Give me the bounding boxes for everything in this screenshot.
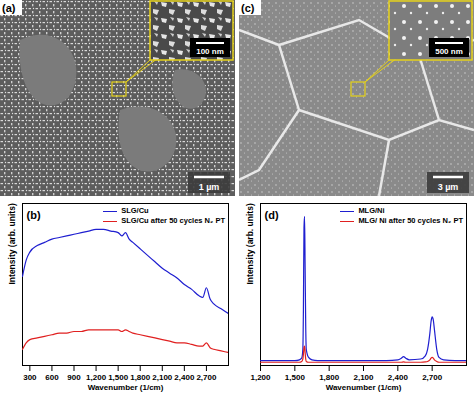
- svg-text:2,100: 2,100: [353, 373, 374, 382]
- svg-text:2,400: 2,400: [174, 373, 195, 382]
- html-text:SLG/Cu after 50 cycles N₂ PT: SLG/Cu after 50 cycles N₂ PT: [121, 216, 225, 225]
- svg-text:(d): (d): [265, 209, 279, 221]
- svg-text:Intensity (arb. units): Intensity (arb. units): [7, 203, 17, 284]
- svg-text:1,800: 1,800: [130, 373, 151, 382]
- svg-text:Intensity (arb. units): Intensity (arb. units): [245, 203, 255, 284]
- svg-text:(a): (a): [2, 2, 16, 14]
- html-text:MLG/Ni: MLG/Ni: [358, 206, 385, 215]
- svg-text:900: 900: [67, 373, 81, 382]
- svg-text:500 nm: 500 nm: [435, 47, 463, 56]
- svg-text:2,700: 2,700: [196, 373, 217, 382]
- svg-text:1,500: 1,500: [285, 373, 306, 382]
- svg-text:2,700: 2,700: [422, 373, 443, 382]
- svg-text:1,500: 1,500: [108, 373, 129, 382]
- svg-text:Wavenumber (1/cm): Wavenumber (1/cm): [326, 383, 402, 392]
- html-text:SLG/Cu: SLG/Cu: [121, 206, 149, 215]
- svg-text:1 µm: 1 µm: [199, 182, 220, 192]
- svg-text:100 nm: 100 nm: [196, 47, 224, 56]
- svg-text:Wavenumber (1/cm): Wavenumber (1/cm): [88, 383, 164, 392]
- svg-text:600: 600: [45, 373, 59, 382]
- svg-text:(c): (c): [241, 2, 255, 14]
- svg-text:2,400: 2,400: [388, 373, 409, 382]
- svg-text:1,800: 1,800: [319, 373, 340, 382]
- svg-text:1,200: 1,200: [86, 373, 107, 382]
- html-text:MLG/ Ni after 50 cycles N₂ PT: MLG/ Ni after 50 cycles N₂ PT: [358, 216, 463, 225]
- svg-text:(b): (b): [27, 209, 41, 221]
- svg-text:3 µm: 3 µm: [438, 182, 459, 192]
- svg-text:1,200: 1,200: [250, 373, 271, 382]
- svg-text:2,100: 2,100: [152, 373, 173, 382]
- svg-text:300: 300: [23, 373, 37, 382]
